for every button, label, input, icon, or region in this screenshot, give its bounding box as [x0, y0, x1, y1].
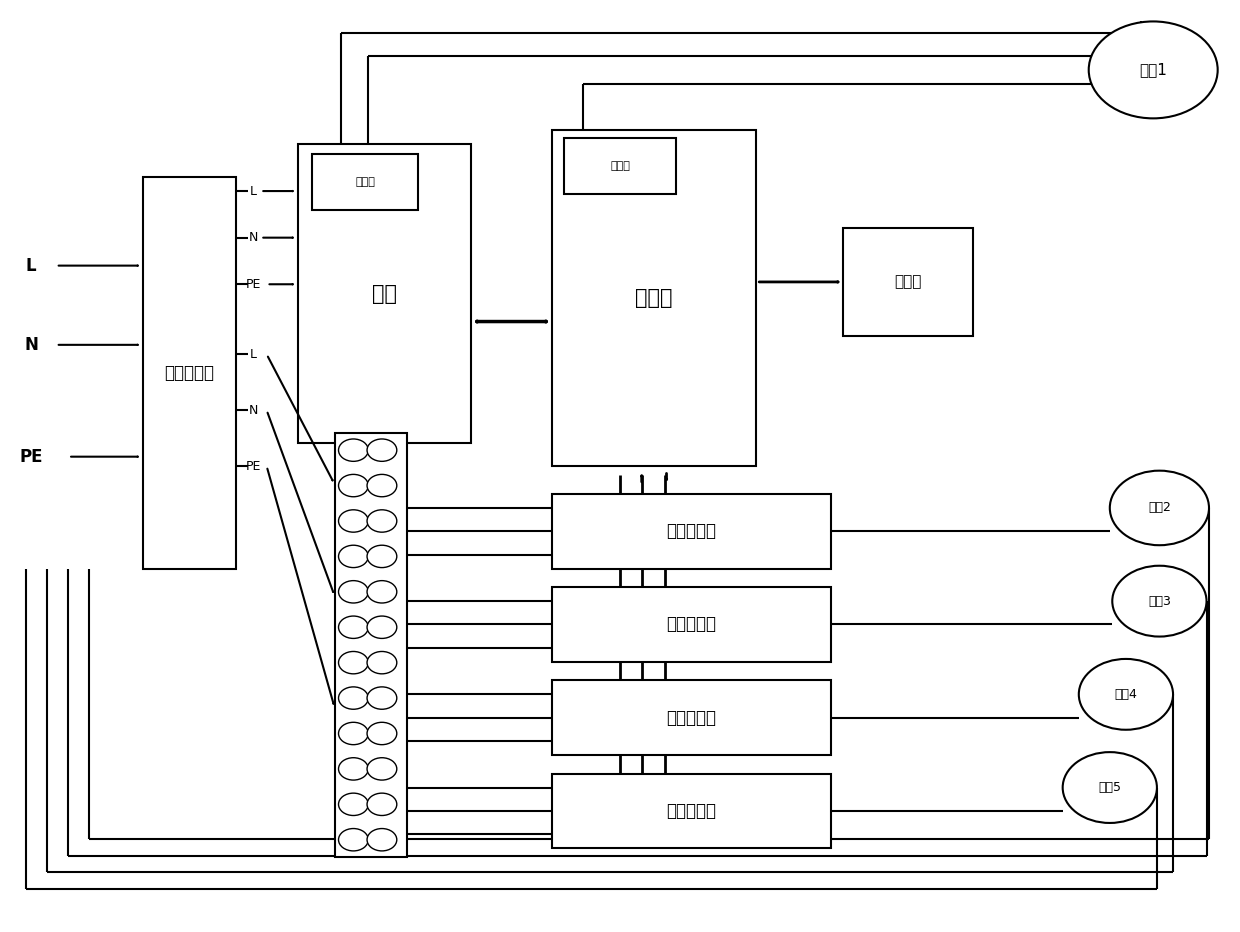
Circle shape [339, 545, 368, 568]
Text: 底板: 底板 [372, 283, 397, 304]
Text: N: N [24, 336, 38, 354]
Circle shape [367, 651, 397, 674]
Text: PE: PE [246, 459, 260, 473]
Bar [552, 587, 831, 662]
Circle shape [1079, 659, 1173, 730]
Circle shape [367, 829, 397, 851]
Text: 计量控制板: 计量控制板 [666, 802, 717, 820]
Circle shape [367, 758, 397, 780]
Text: L: L [26, 256, 36, 275]
Bar [552, 494, 831, 569]
Circle shape [339, 510, 368, 532]
Text: 计量控制板: 计量控制板 [666, 615, 717, 634]
Circle shape [339, 439, 368, 461]
Text: 接口3: 接口3 [1148, 595, 1171, 608]
Circle shape [367, 722, 397, 745]
Circle shape [1063, 752, 1157, 823]
Text: 计量控制板: 计量控制板 [666, 522, 717, 541]
Circle shape [367, 439, 397, 461]
Circle shape [339, 793, 368, 816]
Text: 通讯板: 通讯板 [610, 161, 630, 171]
Circle shape [339, 651, 368, 674]
Circle shape [1089, 21, 1218, 118]
Text: N: N [248, 404, 258, 417]
Bar [552, 774, 831, 848]
Text: 接口2: 接口2 [1148, 501, 1171, 514]
Text: 接口4: 接口4 [1115, 688, 1137, 701]
Text: 接口5: 接口5 [1099, 781, 1121, 794]
Text: L: L [249, 185, 257, 198]
Circle shape [339, 581, 368, 603]
Text: 主控板: 主控板 [635, 288, 673, 308]
Bar [298, 144, 471, 443]
Text: 漏电断路器: 漏电断路器 [164, 363, 215, 382]
Circle shape [367, 545, 397, 568]
Circle shape [1112, 566, 1207, 637]
Text: 接口1: 接口1 [1140, 62, 1167, 77]
Text: PE: PE [20, 447, 42, 466]
Text: 计量控制板: 计量控制板 [666, 708, 717, 727]
Bar [843, 228, 973, 336]
Circle shape [367, 687, 397, 709]
Circle shape [339, 474, 368, 497]
Circle shape [367, 510, 397, 532]
Circle shape [1110, 471, 1209, 545]
Circle shape [339, 758, 368, 780]
Circle shape [339, 687, 368, 709]
Circle shape [367, 474, 397, 497]
Circle shape [367, 616, 397, 638]
Text: PE: PE [246, 278, 260, 291]
Text: L: L [249, 348, 257, 361]
Circle shape [367, 793, 397, 816]
Circle shape [339, 616, 368, 638]
Circle shape [367, 581, 397, 603]
Bar [312, 154, 418, 210]
Bar [552, 130, 756, 466]
Text: 计量板: 计量板 [355, 177, 376, 186]
Text: 指示灯: 指示灯 [894, 274, 923, 290]
Bar [143, 177, 236, 569]
Bar [564, 138, 676, 194]
Text: N: N [248, 231, 258, 244]
Bar [335, 433, 407, 857]
Circle shape [339, 829, 368, 851]
Circle shape [339, 722, 368, 745]
Bar [552, 680, 831, 755]
